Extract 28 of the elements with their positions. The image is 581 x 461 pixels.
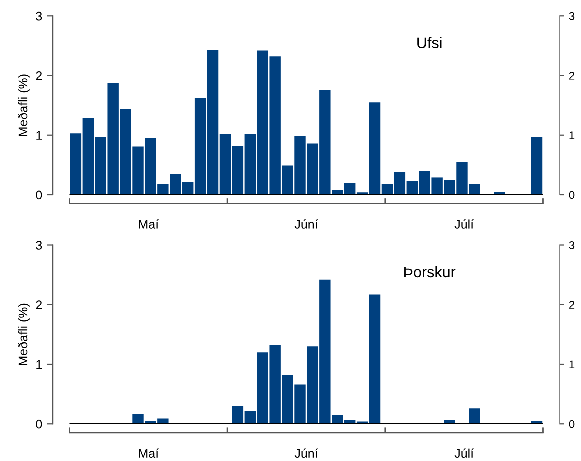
text: Maí [139, 220, 160, 229]
y-tick-label: 0 [36, 420, 42, 429]
text: Þorskur [404, 266, 456, 278]
y-tick-label: 3 [36, 12, 42, 21]
y2-tick-label: 1 [570, 132, 575, 140]
y-tick-label: 1 [36, 360, 42, 370]
y2-tick-label: 3 [569, 12, 575, 20]
text: Ufsi [418, 37, 442, 48]
y-axis-title: Meðafli (%) [18, 304, 30, 366]
y2-tick-label: 0 [569, 191, 575, 200]
y2-tick-label: 2 [569, 301, 575, 309]
y-axis-title: Meðafli (%) [18, 74, 30, 136]
y-tick-label: 2 [36, 300, 42, 310]
text: Maí [139, 448, 160, 458]
text: Júní [294, 220, 318, 229]
bar [531, 137, 543, 196]
y-tick-label: 2 [36, 72, 42, 80]
y2-tick-label: 0 [569, 420, 575, 428]
y-tick-label: 3 [36, 241, 42, 250]
text: Júní [294, 448, 318, 458]
text: Júlí [454, 220, 474, 229]
y-tick-label: 0 [36, 190, 42, 200]
y-tick-label: 1 [36, 131, 42, 140]
y2-tick-label: 2 [569, 72, 575, 80]
y2-tick-label: 3 [569, 242, 575, 250]
y2-tick-label: 1 [570, 360, 575, 369]
bar [469, 408, 480, 424]
text: Júlí [454, 448, 474, 458]
